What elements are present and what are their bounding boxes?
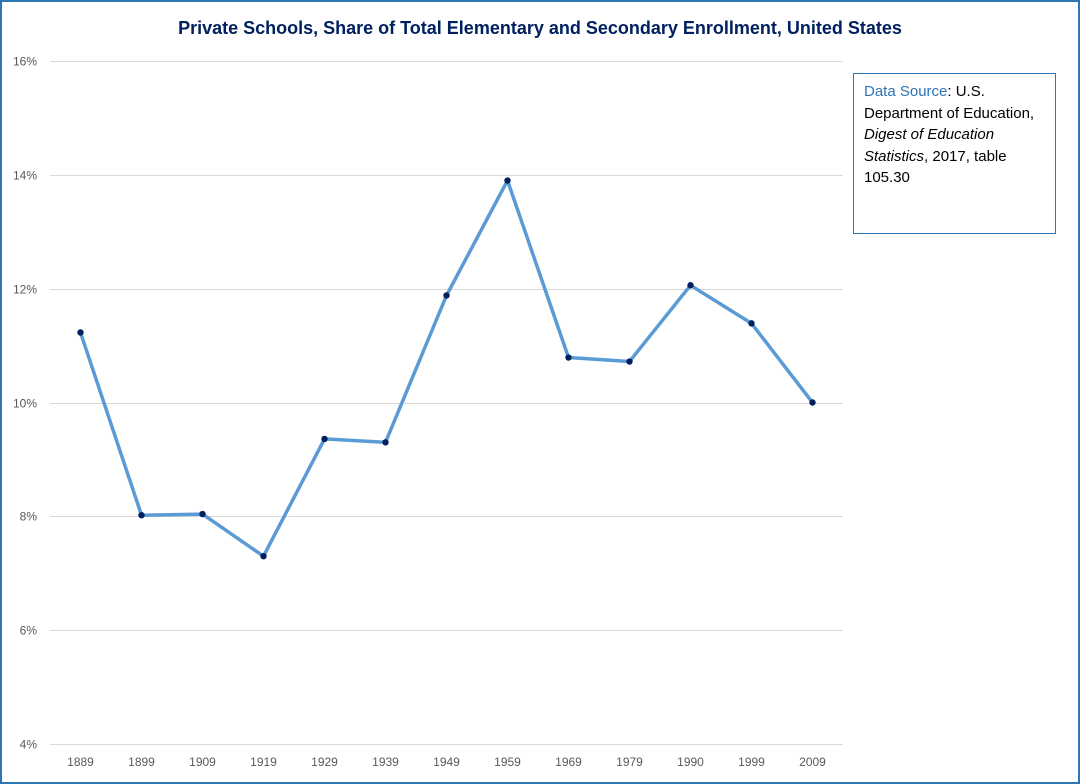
data-point [809, 399, 816, 406]
x-tick-label: 1990 [677, 755, 704, 769]
data-source-text-1: : U.S. Department of Education, [864, 83, 1035, 122]
data-markers [77, 177, 816, 560]
series-line-group [78, 178, 815, 558]
data-point [504, 177, 511, 184]
data-point [382, 439, 389, 446]
x-tick-label: 1919 [250, 755, 277, 769]
data-point [443, 292, 450, 299]
x-tick-label: 1949 [433, 755, 460, 769]
data-source-publication: Digest of Education Statistics [864, 126, 995, 165]
y-tick-label: 16% [13, 55, 37, 69]
x-tick-label: 1889 [67, 755, 94, 769]
x-tick-label: 1909 [189, 755, 216, 769]
y-tick-label: 10% [13, 397, 37, 411]
data-source-text-2: , 2017, table 105.30 [864, 147, 1007, 187]
data-source-box: Data Source: U.S. Department of Educatio… [853, 73, 1056, 234]
y-tick-label: 4% [20, 738, 38, 752]
x-tick-label: 2009 [799, 755, 826, 769]
x-tick-label: 1939 [372, 755, 399, 769]
data-point [260, 552, 267, 560]
x-tick-label: 1969 [555, 755, 582, 769]
data-point [687, 282, 694, 289]
data-point [321, 435, 328, 443]
data-source-label: Data Source [864, 83, 948, 100]
y-tick-label: 8% [20, 510, 38, 524]
x-tick-label: 1999 [738, 755, 765, 769]
data-point [77, 329, 84, 336]
y-tick-label: 12% [13, 283, 37, 297]
gridlines [50, 61, 843, 745]
x-tick-label: 1929 [311, 755, 338, 769]
data-point [626, 358, 633, 365]
x-tick-label: 1959 [494, 755, 521, 769]
series-line [78, 178, 815, 558]
chart-title: Private Schools, Share of Total Elementa… [178, 18, 902, 38]
x-tick-label: 1899 [128, 755, 155, 769]
data-point [138, 511, 145, 519]
x-tick-label: 1979 [616, 755, 643, 769]
y-axis-ticks: 4% 6% 8% 10% 12% 14% 16% [13, 55, 37, 752]
data-point [748, 320, 755, 327]
data-point [199, 510, 206, 518]
y-tick-label: 14% [13, 169, 37, 183]
y-tick-label: 6% [20, 624, 38, 638]
data-point [565, 354, 572, 361]
x-axis-ticks: 1889 1899 1909 1919 1929 1939 1949 1959 1969 1979… [67, 755, 826, 769]
